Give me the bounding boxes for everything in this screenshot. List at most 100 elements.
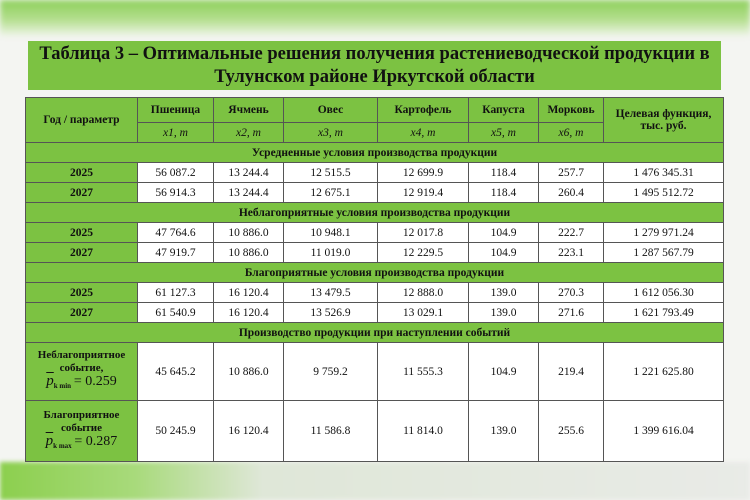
value-cell: 12 888.0 bbox=[377, 282, 469, 303]
year-label: 2025 bbox=[25, 282, 138, 303]
year-label: 2025 bbox=[25, 162, 138, 183]
value-cell: 11 555.3 bbox=[377, 342, 469, 401]
value-cell: 11 814.0 bbox=[377, 400, 469, 462]
table-row: 2027 61 540.9 16 120.4 13 526.9 13 029.1 139.… bbox=[25, 302, 724, 323]
objective-value-cell: 1 621 793.49 bbox=[603, 302, 724, 323]
objective-value-cell: 1 221 625.80 bbox=[603, 342, 724, 401]
value-cell: 12 699.9 bbox=[377, 162, 469, 183]
event-label: Неблагоприятное событие, pk min = 0.259 bbox=[25, 342, 138, 401]
header-crop: Морковь bbox=[538, 97, 604, 123]
year-label: 2027 bbox=[25, 182, 138, 203]
section-title: Неблагоприятные условия производства про… bbox=[25, 202, 724, 223]
decorative-bottom-band bbox=[0, 462, 750, 500]
header-crop: Капуста bbox=[468, 97, 539, 123]
value-cell: 118.4 bbox=[468, 162, 539, 183]
value-cell: 10 886.0 bbox=[213, 222, 284, 243]
section-header-row: Производство продукции при наступлении с… bbox=[25, 322, 724, 343]
value-cell: 56 087.2 bbox=[137, 162, 214, 183]
table-row: 2027 56 914.3 13 244.4 12 675.1 12 919.4 118.… bbox=[25, 182, 724, 203]
value-cell: 13 244.4 bbox=[213, 182, 284, 203]
value-cell: 13 479.5 bbox=[283, 282, 378, 303]
value-cell: 16 120.4 bbox=[213, 282, 284, 303]
table-row: Неблагоприятное событие, pk min = 0.259 4… bbox=[25, 342, 724, 401]
objective-value-cell: 1 612 056.30 bbox=[603, 282, 724, 303]
header-crop: Овес bbox=[283, 97, 378, 123]
value-cell: 139.0 bbox=[468, 400, 539, 462]
value-cell: 16 120.4 bbox=[213, 400, 284, 462]
value-cell: 9 759.2 bbox=[283, 342, 378, 401]
section-title: Производство продукции при наступлении с… bbox=[25, 322, 724, 343]
header-objective: Целевая функция, тыс. руб. bbox=[603, 97, 724, 143]
value-cell: 255.6 bbox=[538, 400, 604, 462]
event-probability: pk max = 0.287 bbox=[45, 432, 118, 451]
value-cell: 13 244.4 bbox=[213, 162, 284, 183]
value-cell: 257.7 bbox=[538, 162, 604, 183]
value-cell: 61 540.9 bbox=[137, 302, 214, 323]
year-label: 2027 bbox=[25, 302, 138, 323]
value-cell: 47 919.7 bbox=[137, 242, 214, 263]
section-title: Усредненные условия производства продукц… bbox=[25, 142, 724, 163]
value-cell: 104.9 bbox=[468, 222, 539, 243]
value-cell: 10 886.0 bbox=[213, 242, 284, 263]
value-cell: 271.6 bbox=[538, 302, 604, 323]
value-cell: 222.7 bbox=[538, 222, 604, 243]
objective-value-cell: 1 495 512.72 bbox=[603, 182, 724, 203]
value-cell: 12 229.5 bbox=[377, 242, 469, 263]
section-title: Благоприятные условия производства проду… bbox=[25, 262, 724, 283]
event-name: Неблагоприятное событие, bbox=[37, 349, 126, 375]
value-cell: 10 886.0 bbox=[213, 342, 284, 401]
value-cell: 139.0 bbox=[468, 302, 539, 323]
header-variable: x2, т bbox=[213, 122, 284, 143]
value-cell: 10 948.1 bbox=[283, 222, 378, 243]
value-cell: 270.3 bbox=[538, 282, 604, 303]
decorative-top-band bbox=[0, 0, 750, 36]
value-cell: 16 120.4 bbox=[213, 302, 284, 323]
value-cell: 47 764.6 bbox=[137, 222, 214, 243]
value-cell: 61 127.3 bbox=[137, 282, 214, 303]
value-cell: 223.1 bbox=[538, 242, 604, 263]
table-row: 2025 61 127.3 16 120.4 13 479.5 12 888.0 139.… bbox=[25, 282, 724, 303]
year-label: 2027 bbox=[25, 242, 138, 263]
value-cell: 219.4 bbox=[538, 342, 604, 401]
table-row: 2025 47 764.6 10 886.0 10 948.1 12 017.8 104.… bbox=[25, 222, 724, 243]
objective-value-cell: 1 279 971.24 bbox=[603, 222, 724, 243]
header-crop: Картофель bbox=[377, 97, 469, 123]
value-cell: 13 029.1 bbox=[377, 302, 469, 323]
event-name: Благоприятное событие bbox=[43, 408, 120, 434]
header-variable: x4, т bbox=[377, 122, 469, 143]
event-label: Благоприятное событие pk max = 0.287 bbox=[25, 400, 138, 462]
table-row: Благоприятное событие pk max = 0.287 50 2… bbox=[25, 400, 724, 462]
header-variable: x1, т bbox=[137, 122, 214, 143]
objective-value-cell: 1 476 345.31 bbox=[603, 162, 724, 183]
value-cell: 12 675.1 bbox=[283, 182, 378, 203]
value-cell: 260.4 bbox=[538, 182, 604, 203]
value-cell: 104.9 bbox=[468, 342, 539, 401]
slide-title: Таблица 3 – Оптимальные решения получени… bbox=[28, 41, 721, 90]
value-cell: 50 245.9 bbox=[137, 400, 214, 462]
year-label: 2025 bbox=[25, 222, 138, 243]
value-cell: 12 017.8 bbox=[377, 222, 469, 243]
header-crop: Ячмень bbox=[213, 97, 284, 123]
header-variable: x5, т bbox=[468, 122, 539, 143]
value-cell: 139.0 bbox=[468, 282, 539, 303]
value-cell: 56 914.3 bbox=[137, 182, 214, 203]
objective-value-cell: 1 399 616.04 bbox=[603, 400, 724, 462]
table-row: 2027 47 919.7 10 886.0 11 019.0 12 229.5 104.… bbox=[25, 242, 724, 263]
header-param: Год / параметр bbox=[25, 97, 138, 143]
table-row: 2025 56 087.2 13 244.4 12 515.5 12 699.9 118.… bbox=[25, 162, 724, 183]
header-crop: Пшеница bbox=[137, 97, 214, 123]
results-table: Год / параметр Пшеница Ячмень Овес Карто… bbox=[25, 97, 724, 462]
section-header-row: Неблагоприятные условия производства про… bbox=[25, 202, 724, 223]
section-header-row: Благоприятные условия производства проду… bbox=[25, 262, 724, 283]
header-variable: x3, т bbox=[283, 122, 378, 143]
value-cell: 12 515.5 bbox=[283, 162, 378, 183]
value-cell: 11 586.8 bbox=[283, 400, 378, 462]
value-cell: 118.4 bbox=[468, 182, 539, 203]
event-probability: pk min = 0.259 bbox=[46, 373, 117, 391]
value-cell: 104.9 bbox=[468, 242, 539, 263]
value-cell: 13 526.9 bbox=[283, 302, 378, 323]
objective-value-cell: 1 287 567.79 bbox=[603, 242, 724, 263]
value-cell: 12 919.4 bbox=[377, 182, 469, 203]
value-cell: 11 019.0 bbox=[283, 242, 378, 263]
value-cell: 45 645.2 bbox=[137, 342, 214, 401]
